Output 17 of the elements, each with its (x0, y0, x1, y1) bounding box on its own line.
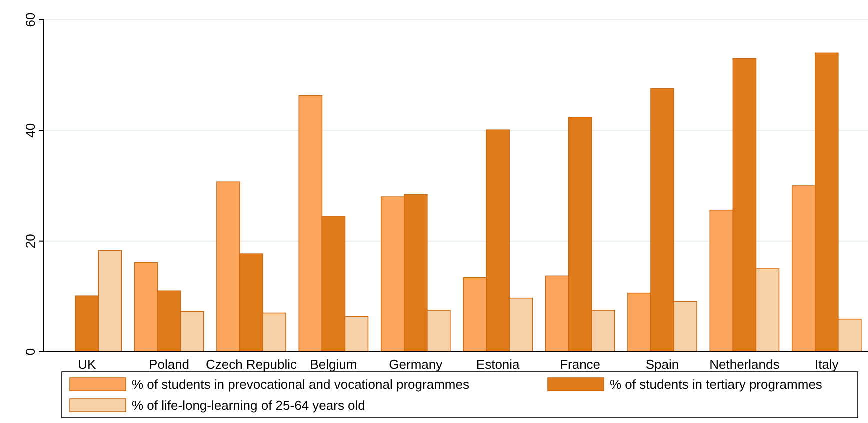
x-tick-label: Estonia (476, 357, 521, 372)
x-tick-label: Poland (149, 357, 190, 372)
x-tick-label: UK (78, 357, 96, 372)
x-tick-label: Italy (814, 357, 840, 372)
y-tick-label: 40 (23, 123, 38, 138)
legend-label: % of life-long-learning of 25-64 years old (132, 398, 366, 413)
x-tick-label: Czech Republic (206, 357, 298, 372)
x-tick-label: Netherlands (710, 357, 780, 372)
y-tick-label: 20 (23, 234, 38, 249)
x-tick-label: Belgium (310, 357, 358, 372)
x-tick-label: Germany (389, 357, 444, 372)
legend-label: % of students in tertiary programmes (610, 377, 823, 392)
y-tick-label: 0 (23, 348, 38, 356)
x-tick-label: Spain (646, 357, 680, 372)
y-tick-label: 60 (23, 12, 38, 28)
x-tick-label: France (560, 357, 601, 372)
legend-label: % of students in prevocational and vocational programmes (132, 377, 470, 392)
